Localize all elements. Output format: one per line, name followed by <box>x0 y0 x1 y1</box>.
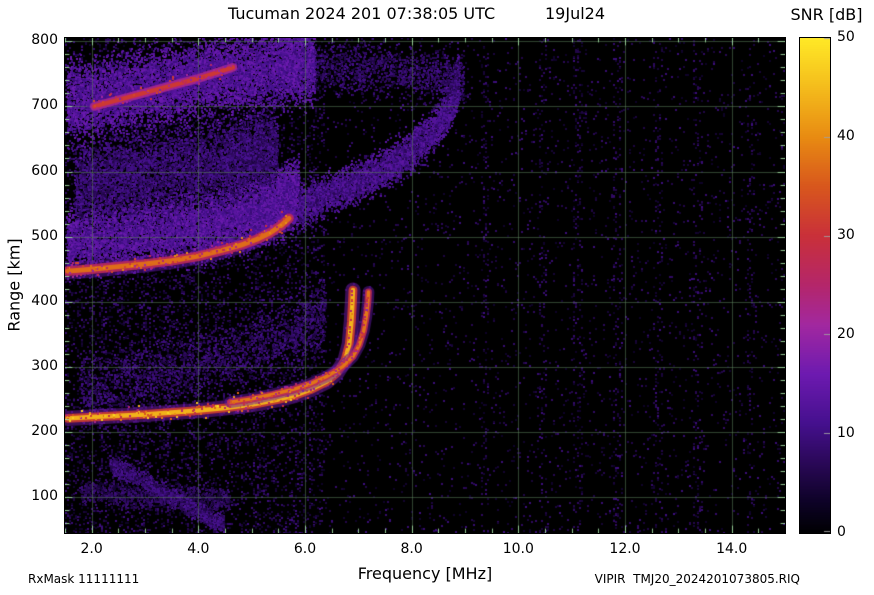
x-tick-label: 6.0 <box>293 541 317 557</box>
colorbar-title: SNR [dB] <box>790 5 863 24</box>
colorbar-tick-label: 40 <box>837 128 855 144</box>
plot-title: Tucuman 2024 201 07:38:05 UTC <box>228 4 496 23</box>
filename-label: VIPIR TMJ20_2024201073805.RIQ <box>594 572 800 586</box>
colorbar-tick-label: 0 <box>837 524 846 540</box>
rxmask-label: RxMask 11111111 <box>28 572 140 586</box>
colorbar <box>799 37 831 534</box>
x-tick-label: 10.0 <box>502 541 534 557</box>
y-tick-label: 800 <box>31 32 58 49</box>
x-tick-label: 12.0 <box>609 541 641 557</box>
y-tick-label: 500 <box>31 227 58 244</box>
y-tick-label: 400 <box>31 292 58 309</box>
y-tick-label: 600 <box>31 162 58 179</box>
x-tick-label: 2.0 <box>80 541 103 557</box>
x-axis-label: Frequency [MHz] <box>357 564 493 583</box>
ionogram-canvas <box>65 38 785 533</box>
y-tick-label: 100 <box>31 488 58 505</box>
x-tick-label: 8.0 <box>400 541 423 557</box>
plot-date-label: 19Jul24 <box>545 4 606 23</box>
colorbar-tick-label: 10 <box>837 425 855 441</box>
colorbar-tick-label: 20 <box>837 326 855 342</box>
plot-area <box>64 37 786 534</box>
colorbar-tick-label: 30 <box>837 227 855 243</box>
colorbar-tick-label: 50 <box>837 29 855 45</box>
colorbar-gradient-canvas <box>800 38 830 533</box>
y-tick-label: 200 <box>31 423 58 440</box>
x-tick-label: 14.0 <box>716 541 748 557</box>
y-axis-label: Range [km] <box>4 238 24 332</box>
y-tick-label: 300 <box>31 357 58 374</box>
x-tick-label: 4.0 <box>187 541 210 557</box>
y-tick-label: 700 <box>31 97 58 114</box>
